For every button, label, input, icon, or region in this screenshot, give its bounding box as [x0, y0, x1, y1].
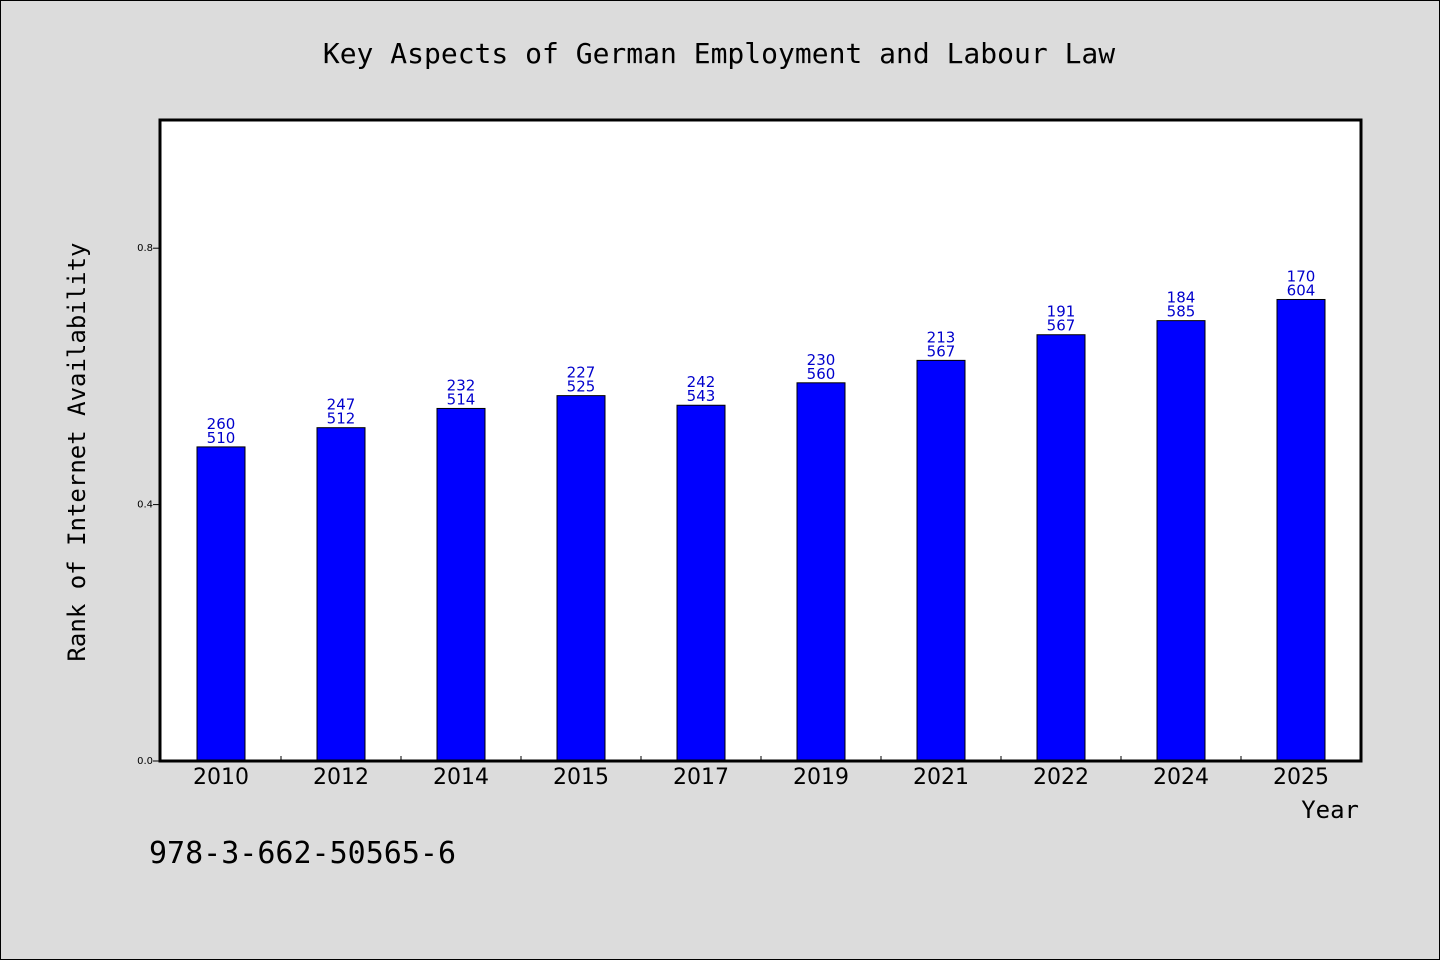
- x-tick-label: 2012: [313, 765, 369, 790]
- data-label-top: 247: [327, 396, 356, 414]
- y-tick-label: 0.8: [137, 243, 153, 254]
- bar-2021: [916, 359, 966, 762]
- x-tick-label: 2025: [1273, 765, 1329, 790]
- chart-title: Key Aspects of German Employment and Lab…: [323, 37, 1115, 70]
- bars: [196, 298, 1326, 762]
- data-label-bottom: 510: [207, 429, 236, 447]
- x-tick-label: 2019: [793, 765, 849, 790]
- bar-2015: [556, 395, 606, 762]
- data-label-top: 227: [567, 364, 596, 382]
- y-axis-title: Rank of Internet Availability: [63, 242, 91, 661]
- bar-2024: [1156, 320, 1206, 762]
- y-axis: 0.0 0.4 0.8: [137, 243, 161, 767]
- y-tick-label: 0.0: [137, 756, 153, 767]
- data-label-top: 170: [1287, 267, 1316, 285]
- data-label-top: 232: [447, 376, 476, 394]
- bar-2025: [1276, 298, 1326, 762]
- bar-2022: [1036, 334, 1086, 762]
- data-label-bottom: 543: [687, 387, 716, 405]
- data-label-top: 213: [927, 328, 956, 346]
- data-label-bottom: 512: [327, 410, 356, 428]
- data-label-bottom: 525: [567, 378, 596, 396]
- data-label-top: 242: [687, 373, 716, 391]
- plot-border: [158, 118, 1363, 763]
- bar-2014: [436, 407, 486, 762]
- data-label-bottom: 604: [1287, 281, 1316, 299]
- y-tick-label: 0.4: [137, 500, 153, 511]
- bar-2019: [796, 382, 846, 762]
- data-label-bottom: 567: [927, 342, 956, 360]
- data-label-bottom: 567: [1047, 317, 1076, 335]
- x-axis-title: Year: [1301, 796, 1359, 824]
- x-tick-label: 2022: [1033, 765, 1089, 790]
- data-label-top: 230: [807, 351, 836, 369]
- bar-2012: [316, 427, 366, 762]
- x-tick-label: 2017: [673, 765, 729, 790]
- isbn-text: 978-3-662-50565-6: [149, 836, 456, 871]
- data-label-top: 184: [1167, 289, 1196, 307]
- x-tick-label: 2015: [553, 765, 609, 790]
- x-tick-label: 2010: [193, 765, 249, 790]
- x-axis: 2010 2012 2014 2015 2017 2019 2021 2022 2024 2025: [193, 756, 1329, 790]
- bar-2017: [676, 404, 726, 762]
- bar-2010: [196, 446, 246, 762]
- x-tick-label: 2024: [1153, 765, 1209, 790]
- data-label-top: 260: [207, 415, 236, 433]
- x-tick-label: 2021: [913, 765, 969, 790]
- data-label-bottom: 560: [807, 365, 836, 383]
- data-label-bottom: 585: [1167, 303, 1196, 321]
- data-label-top: 191: [1047, 303, 1076, 321]
- data-label-bottom: 514: [447, 390, 476, 408]
- x-tick-label: 2014: [433, 765, 489, 790]
